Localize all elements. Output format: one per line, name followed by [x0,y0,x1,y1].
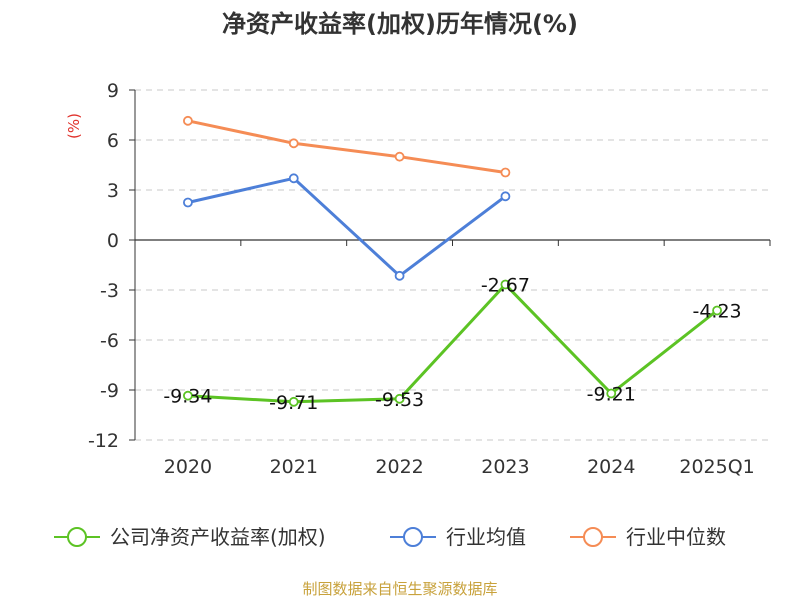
chart-title: 净资产收益率(加权)历年情况(%) [222,10,578,38]
series-point-0 [394,393,405,404]
series-point-0 [500,279,511,290]
series-point-1 [500,191,511,202]
series-lines [183,115,722,407]
y-unit-label: (%) [65,113,83,139]
grid-lines [135,89,770,441]
x-tick-label: 2023 [481,456,529,478]
series-point-0 [288,396,299,407]
y-tick-label: 6 [107,130,119,152]
x-tick-label: 2024 [587,456,635,478]
legend-marker-0 [67,527,87,547]
series-point-2 [183,115,193,126]
series-point-2 [394,151,405,162]
x-tick-label: 2022 [375,456,423,478]
data-labels: -9.34 -9.71 -9.53 -2.67 -9.21 -4.23 [163,275,741,414]
y-tick-label: -9 [100,380,119,402]
series-point-1 [288,173,299,184]
source-note: 制图数据来自恒生聚源数据库 [302,580,497,598]
y-tick-label: -6 [100,330,119,352]
y-tick-label: 9 [107,80,119,102]
legend-label-1: 行业均值 [446,525,526,549]
data-label: -9.53 [375,389,424,411]
series-point-2 [288,138,299,149]
series-line-0 [187,283,719,404]
series-line-2 [187,119,506,174]
data-label: -9.71 [269,392,318,414]
legend-marker-2 [583,527,603,547]
y-tick-label: -12 [88,430,119,452]
legend-label-2: 行业中位数 [626,525,726,549]
legend-marker-1 [403,527,423,547]
x-tick-label: 2025Q1 [679,456,754,478]
series-point-0 [712,305,722,316]
series-point-0 [183,390,193,401]
axes: 9 6 3 0 -3 -6 -9 -12 2020 2021 2022 2023 2024 2025Q1 [88,80,771,478]
series-point-0 [606,388,617,399]
data-label: -9.34 [163,386,212,408]
series-point-1 [394,270,405,281]
data-label: -2.67 [481,275,530,297]
y-tick-label: 3 [107,180,119,202]
series-line-1 [187,176,507,278]
legend[interactable]: 公司净资产收益率(加权) 行业均值 行业中位数 [54,525,726,549]
series-point-2 [500,167,511,178]
series-point-1 [183,197,193,208]
data-label: -4.23 [692,301,741,323]
legend-label-0: 公司净资产收益率(加权) [110,525,326,549]
data-label: -9.21 [587,384,636,406]
x-tick-label: 2021 [270,456,318,478]
y-tick-label: 0 [107,230,119,252]
x-tick-label: 2020 [164,456,212,478]
y-tick-label: -3 [100,280,119,302]
